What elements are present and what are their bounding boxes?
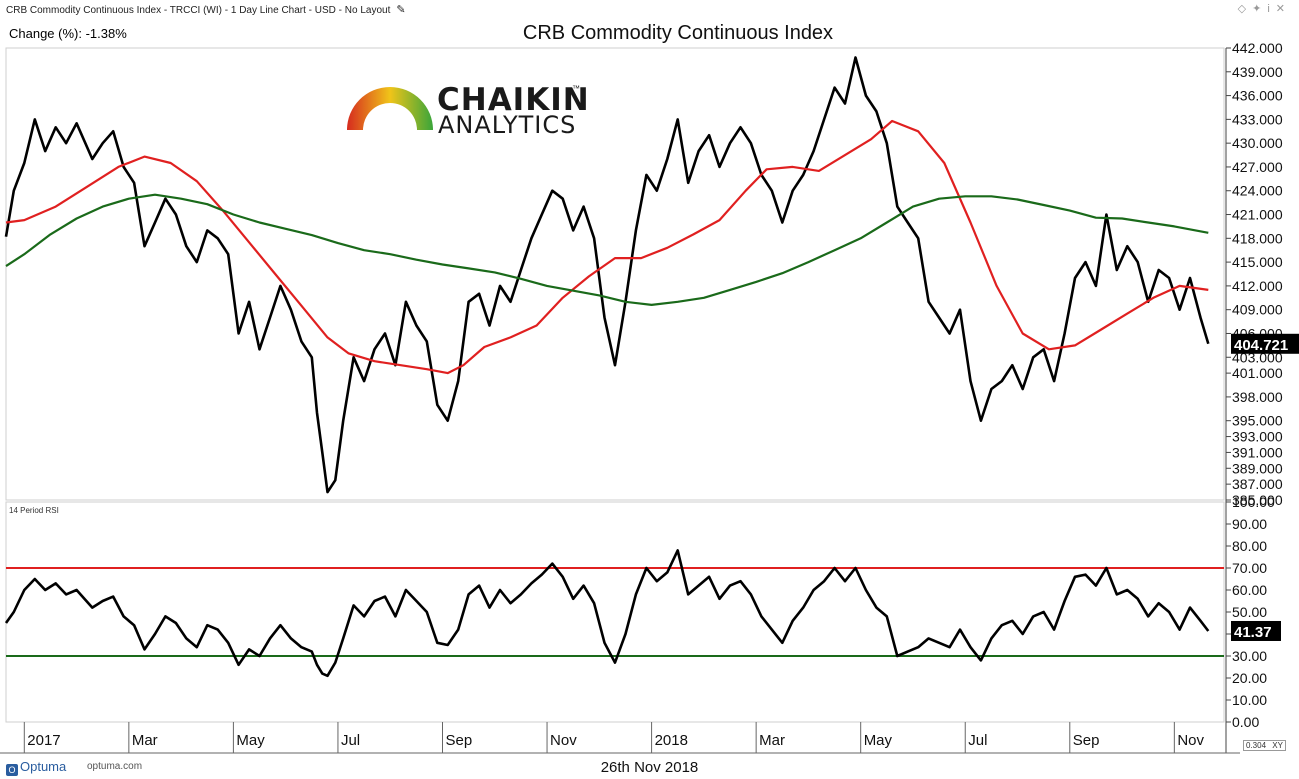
y-tick-label: 430.000 — [1232, 135, 1283, 151]
last-value-label: 404.721 — [1234, 337, 1288, 354]
price-series-line-2 — [5, 193, 1209, 306]
y-tick-label: 60.00 — [1232, 582, 1267, 598]
x-tick-label: Nov — [1177, 732, 1204, 749]
price-series-line-1 — [5, 119, 1209, 375]
y-tick-label: 50.00 — [1232, 604, 1267, 620]
y-tick-label: 387.000 — [1232, 476, 1283, 492]
y-tick-label: 418.000 — [1232, 230, 1283, 246]
rsi-panel-label: 14 Period RSI — [9, 506, 59, 515]
window-title-bar: CRB Commodity Continuous Index - TRCCI (… — [0, 0, 1299, 20]
x-tick-label: Nov — [550, 732, 577, 749]
chart-title: CRB Commodity Continuous Index — [522, 22, 834, 44]
y-tick-label: 427.000 — [1232, 159, 1283, 175]
y-tick-label: 385.000 — [1232, 492, 1283, 508]
y-tick-label: 439.000 — [1232, 64, 1283, 80]
y-tick-label: 421.000 — [1232, 207, 1283, 223]
scale-indicator[interactable]: 0.304 XY — [1243, 740, 1286, 751]
rsi-panel-frame — [5, 501, 1225, 723]
y-tick-label: 80.00 — [1232, 538, 1267, 554]
x-tick-label: May — [864, 732, 893, 749]
optuma-brand-text: Optuma — [20, 759, 67, 774]
diamond-icon[interactable]: ◇ — [1237, 3, 1253, 15]
y-tick-label: 401.000 — [1232, 365, 1283, 381]
y-tick-label: 442.000 — [1232, 40, 1283, 56]
scale-value: 0.304 — [1246, 741, 1267, 750]
chart-descriptor: CRB Commodity Continuous Index - TRCCI (… — [6, 3, 406, 16]
x-tick-label: 2018 — [655, 732, 688, 749]
close-icon[interactable]: ✕ — [1275, 3, 1291, 15]
x-tick-label: Jul — [341, 732, 360, 749]
logo-word-chaikin: CHAIKIN — [437, 82, 590, 118]
y-tick-label: 391.000 — [1232, 444, 1283, 460]
pin-icon[interactable]: ✦ — [1252, 3, 1268, 15]
y-tick-label: 0.00 — [1232, 714, 1259, 730]
x-tick-label: Sep — [445, 732, 472, 749]
logo-trademark: ™ — [572, 84, 580, 93]
logo-word-analytics: ANALYTICS — [438, 111, 577, 139]
y-tick-label: 433.000 — [1232, 111, 1283, 127]
price-panel-frame — [5, 47, 1225, 501]
change-percent-label: Change (%): -1.38% — [9, 26, 127, 41]
x-tick-label: 2017 — [27, 732, 60, 749]
y-tick-label: 412.000 — [1232, 278, 1283, 294]
y-tick-label: 100.00 — [1232, 494, 1275, 510]
optuma-url[interactable]: optuma.com — [87, 761, 143, 772]
last-value-box — [1231, 620, 1281, 641]
footer-date: 26th Nov 2018 — [600, 759, 699, 776]
y-tick-label: 415.000 — [1232, 254, 1283, 270]
y-tick-label: 393.000 — [1232, 429, 1283, 445]
y-tick-label: 409.000 — [1232, 302, 1283, 318]
last-value-box — [1231, 333, 1299, 354]
y-tick-label: 70.00 — [1232, 560, 1267, 576]
pencil-icon[interactable]: ✎ — [396, 4, 406, 16]
x-tick-label: Jul — [968, 732, 987, 749]
window-controls: ◇✦i✕ — [1238, 2, 1291, 15]
y-tick-label: 424.000 — [1232, 183, 1283, 199]
optuma-logo: O Optuma — [6, 759, 66, 776]
scale-mode: XY — [1272, 741, 1283, 750]
y-tick-label: 30.00 — [1232, 648, 1267, 664]
y-tick-label: 10.00 — [1232, 692, 1267, 708]
x-tick-label: Mar — [132, 732, 158, 749]
y-tick-label: 20.00 — [1232, 670, 1267, 686]
chart-descriptor-text: CRB Commodity Continuous Index - TRCCI (… — [6, 5, 391, 16]
price-series-line-0 — [4, 56, 1210, 494]
y-tick-label: 395.000 — [1232, 413, 1283, 429]
info-icon[interactable]: i — [1267, 3, 1276, 15]
y-tick-label: 398.000 — [1232, 389, 1283, 405]
x-tick-label: Sep — [1073, 732, 1100, 749]
last-value-label: 41.37 — [1234, 624, 1272, 641]
y-tick-label: 90.00 — [1232, 516, 1267, 532]
gauge-logo-icon — [347, 87, 433, 130]
x-tick-label: Mar — [759, 732, 785, 749]
y-tick-label: 389.000 — [1232, 460, 1283, 476]
rsi-series-line-0 — [4, 549, 1210, 678]
y-tick-label: 436.000 — [1232, 88, 1283, 104]
optuma-icon: O — [6, 764, 18, 776]
chaikin-analytics-logo: CHAIKIN ™ ANALYTICS — [343, 82, 593, 139]
x-tick-label: May — [236, 732, 265, 749]
